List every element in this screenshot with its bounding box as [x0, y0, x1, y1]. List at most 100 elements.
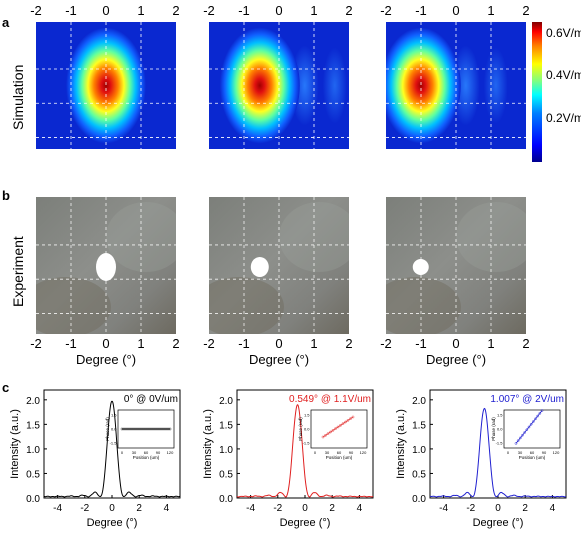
- inset-y-tick: 1.5: [111, 413, 117, 418]
- degree-label-2: Degree (°): [248, 352, 310, 367]
- inset-point: [514, 442, 518, 445]
- inset-x-tick: 0: [121, 450, 124, 455]
- intensity-series-line: [43, 400, 181, 498]
- inset-x-tick: 120: [167, 450, 174, 455]
- x-tick-label: -4: [53, 503, 62, 514]
- inset-y-tick: 1.5: [304, 413, 310, 418]
- bottom-tick-0-2: 0: [102, 336, 110, 351]
- degree-label-1: Degree (°): [75, 352, 137, 367]
- x-tick-label: -4: [246, 503, 255, 514]
- bottom-tick-1-3: 1: [310, 336, 318, 351]
- inset-x-tick: 90: [542, 450, 547, 455]
- bottom-tick-0-3: 1: [137, 336, 145, 351]
- inset-frame: [503, 409, 561, 449]
- inset-y-tick: -1.5: [496, 441, 504, 446]
- inset-point: [339, 424, 342, 427]
- y-axis-label: Intensity (a.u.): [395, 409, 407, 479]
- inset-x-label: Position (um): [133, 455, 160, 460]
- inset-point: [536, 414, 539, 418]
- inset-x-tick: 90: [156, 450, 161, 455]
- inset-x-tick: 0: [314, 450, 317, 455]
- bottom-tick-2-3: 1: [487, 336, 495, 351]
- row-label-experiment: Experiment: [10, 236, 26, 307]
- y-tick-label: 1.0: [412, 445, 426, 456]
- inset-point: [540, 409, 544, 412]
- inset-point: [321, 435, 325, 439]
- inset-y-tick: 0.0: [497, 427, 503, 432]
- inset-point: [351, 415, 355, 419]
- inset-point: [329, 430, 332, 434]
- inset-x-tick: 120: [553, 450, 560, 455]
- inset-x-tick: 60: [144, 450, 149, 455]
- x-tick-label: -4: [439, 503, 448, 514]
- top-tick-0-0: -2: [30, 3, 42, 18]
- bottom-tick-0-4: 2: [172, 336, 180, 351]
- inset-point: [534, 417, 537, 421]
- colorbar-label-0.4: 0.4V/m: [546, 68, 581, 82]
- x-axis-label: Degree (°): [87, 517, 138, 529]
- y-tick-label: 0.0: [219, 494, 233, 505]
- y-axis-label: Intensity (a.u.): [9, 409, 21, 479]
- y-tick-label: 1.0: [26, 445, 40, 456]
- bottom-tick-0-0: -2: [30, 336, 42, 351]
- bottom-tick-1-0: -2: [203, 336, 215, 351]
- x-tick-label: -2: [80, 503, 89, 514]
- bottom-tick-2-0: -2: [380, 336, 392, 351]
- experiment-image-1: [36, 197, 176, 334]
- x-tick-label: 0: [109, 503, 115, 514]
- inset-fit-line: [322, 416, 354, 438]
- y-tick-label: 2.0: [219, 396, 233, 407]
- x-tick-label: 2: [522, 503, 528, 514]
- chart-title: 1.007° @ 2V/um: [490, 394, 564, 405]
- bottom-tick-1-2: 0: [275, 336, 283, 351]
- inset-point: [331, 429, 335, 432]
- simulation-map-2: [209, 22, 349, 149]
- intensity-chart-0deg: 0.0 0.5 1.0 1.5 2.0 -4 -2 0 2 4 Degree (°) Intensit…: [9, 389, 181, 529]
- intensity-chart-1007deg: 0.0 0.5 1.0 1.5 2.0 -4 -2 0 2 4 Degree (°) Intensit…: [395, 389, 567, 529]
- top-tick-0-1: -1: [65, 3, 77, 18]
- inset-x-tick: 30: [132, 450, 137, 455]
- top-tick-1-0: -2: [203, 3, 215, 18]
- inset-x-label: Position (um): [326, 455, 353, 460]
- simulation-map-3: [386, 22, 526, 149]
- top-tick-1-2: 0: [275, 3, 283, 18]
- y-tick-label: 0.0: [412, 494, 426, 505]
- inset-point: [519, 436, 522, 440]
- y-tick-label: 0.5: [412, 469, 426, 480]
- inset-y-label: Phase (rad): [491, 417, 496, 441]
- bottom-tick-2-1: -1: [415, 336, 427, 351]
- inset-point: [525, 428, 529, 432]
- experiment-image-3: [386, 197, 526, 334]
- y-tick-label: 2.0: [412, 396, 426, 407]
- x-tick-label: 2: [329, 503, 335, 514]
- bottom-tick-1-4: 2: [345, 336, 353, 351]
- y-tick-label: 2.0: [26, 396, 40, 407]
- chart-title: 0° @ 0V/um: [124, 394, 178, 405]
- y-tick-label: 0.5: [219, 469, 233, 480]
- simulation-map-1: [36, 22, 176, 149]
- inset-y-tick: 0.0: [111, 427, 117, 432]
- top-tick-2-2: 0: [452, 3, 460, 18]
- inset-point: [168, 427, 172, 431]
- inset-fit-line: [515, 410, 543, 444]
- top-tick-1-3: 1: [310, 3, 318, 18]
- inset-point: [521, 433, 524, 437]
- inset-point: [516, 439, 520, 442]
- inset-y-tick: 0.0: [304, 427, 310, 432]
- x-axis-label: Degree (°): [280, 517, 331, 529]
- inset-point: [346, 419, 350, 422]
- y-tick-label: 1.5: [26, 420, 40, 431]
- top-tick-0-2: 0: [102, 3, 110, 18]
- top-tick-1-4: 2: [345, 3, 353, 18]
- inset-x-tick: 120: [360, 450, 367, 455]
- inset-x-tick: 0: [507, 450, 510, 455]
- inset-x-tick: 60: [337, 450, 342, 455]
- x-tick-label: 0: [302, 503, 308, 514]
- y-tick-label: 0.0: [26, 494, 40, 505]
- y-axis-label: Intensity (a.u.): [202, 409, 214, 479]
- y-tick-label: 1.5: [412, 420, 426, 431]
- inset-y-label: Phase (rad): [298, 417, 303, 441]
- degree-label-3: Degree (°): [425, 352, 487, 367]
- inset-x-tick: 60: [530, 450, 535, 455]
- inset-point: [523, 431, 526, 434]
